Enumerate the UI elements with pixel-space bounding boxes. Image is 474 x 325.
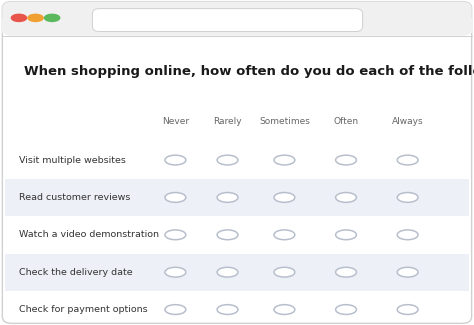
Ellipse shape xyxy=(28,14,43,21)
Ellipse shape xyxy=(45,14,60,21)
Ellipse shape xyxy=(274,192,295,202)
Ellipse shape xyxy=(274,305,295,315)
Text: Check for payment options: Check for payment options xyxy=(19,305,147,314)
Ellipse shape xyxy=(274,267,295,277)
Bar xyxy=(5,179,469,216)
Ellipse shape xyxy=(217,305,238,315)
FancyBboxPatch shape xyxy=(2,2,472,36)
Text: Read customer reviews: Read customer reviews xyxy=(19,193,130,202)
Text: Check the delivery date: Check the delivery date xyxy=(19,268,133,277)
Ellipse shape xyxy=(274,230,295,240)
Ellipse shape xyxy=(336,192,356,202)
Ellipse shape xyxy=(397,155,418,165)
Bar xyxy=(5,254,469,291)
Ellipse shape xyxy=(397,230,418,240)
Ellipse shape xyxy=(274,155,295,165)
Ellipse shape xyxy=(165,230,186,240)
Ellipse shape xyxy=(336,230,356,240)
Ellipse shape xyxy=(165,155,186,165)
Text: Rarely: Rarely xyxy=(213,117,242,126)
Ellipse shape xyxy=(336,267,356,277)
Ellipse shape xyxy=(217,267,238,277)
FancyBboxPatch shape xyxy=(2,2,472,323)
Text: Visit multiple websites: Visit multiple websites xyxy=(19,156,126,164)
Ellipse shape xyxy=(397,192,418,202)
Ellipse shape xyxy=(11,14,27,21)
Bar xyxy=(2,18,472,32)
Ellipse shape xyxy=(217,155,238,165)
Ellipse shape xyxy=(397,305,418,315)
Ellipse shape xyxy=(397,267,418,277)
Ellipse shape xyxy=(217,192,238,202)
Text: Watch a video demonstration: Watch a video demonstration xyxy=(19,230,159,239)
Text: Always: Always xyxy=(392,117,423,126)
Text: Never: Never xyxy=(162,117,189,126)
Text: When shopping online, how often do you do each of the following?: When shopping online, how often do you d… xyxy=(24,65,474,78)
FancyBboxPatch shape xyxy=(92,9,363,32)
Ellipse shape xyxy=(165,192,186,202)
Ellipse shape xyxy=(336,305,356,315)
Text: Sometimes: Sometimes xyxy=(259,117,310,126)
Ellipse shape xyxy=(336,155,356,165)
Ellipse shape xyxy=(165,267,186,277)
Text: Often: Often xyxy=(333,117,359,126)
Ellipse shape xyxy=(217,230,238,240)
Ellipse shape xyxy=(165,305,186,315)
